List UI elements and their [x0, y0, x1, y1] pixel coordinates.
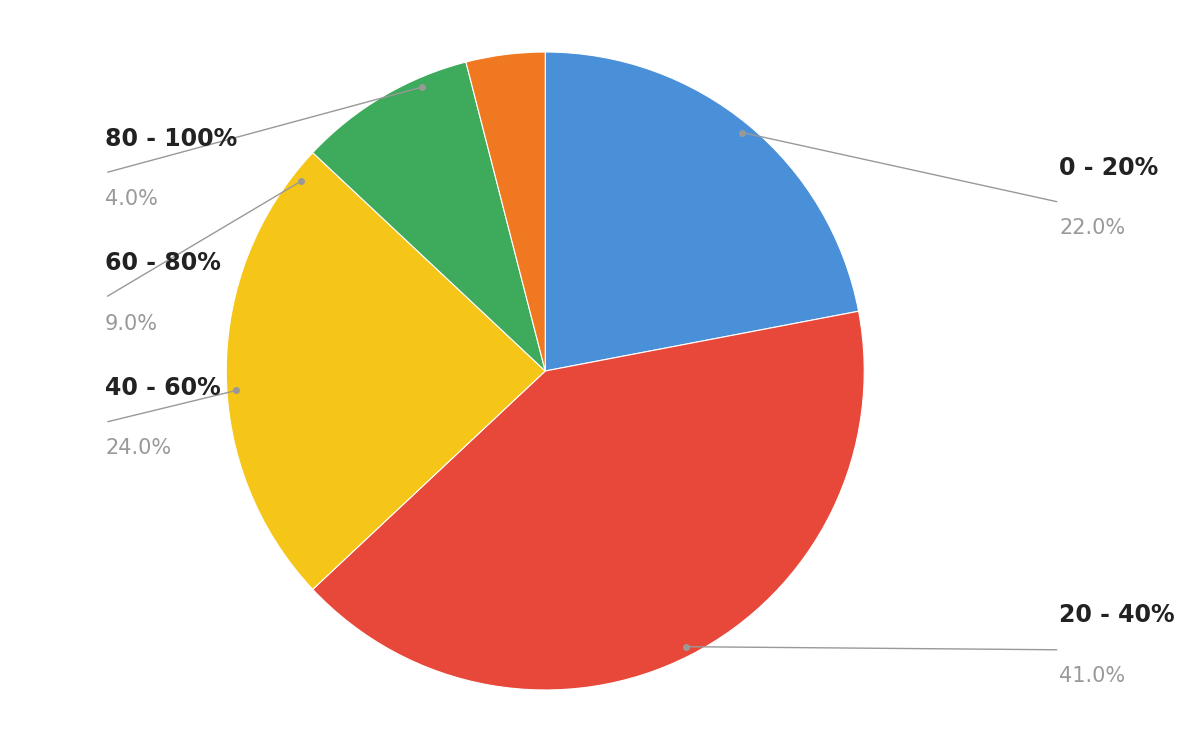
Wedge shape: [313, 62, 545, 371]
Text: 24.0%: 24.0%: [106, 439, 172, 459]
Wedge shape: [227, 153, 545, 589]
Wedge shape: [313, 311, 864, 690]
Wedge shape: [545, 52, 858, 371]
Wedge shape: [466, 52, 545, 371]
Text: 80 - 100%: 80 - 100%: [106, 127, 238, 151]
Text: 41.0%: 41.0%: [1060, 666, 1126, 686]
Text: 22.0%: 22.0%: [1060, 218, 1126, 238]
Text: 20 - 40%: 20 - 40%: [1060, 603, 1175, 628]
Text: 9.0%: 9.0%: [106, 314, 158, 334]
Text: 40 - 60%: 40 - 60%: [106, 376, 221, 400]
Text: 60 - 80%: 60 - 80%: [106, 252, 221, 275]
Text: 4.0%: 4.0%: [106, 189, 158, 209]
Text: 0 - 20%: 0 - 20%: [1060, 156, 1159, 180]
